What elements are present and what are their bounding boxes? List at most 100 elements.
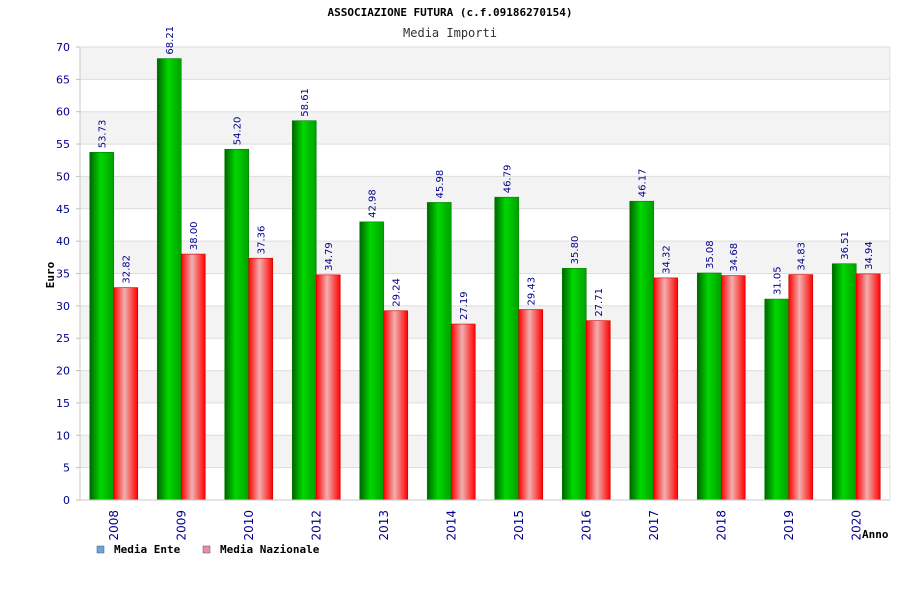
grid-band	[80, 79, 890, 112]
bar-media-nazionale	[248, 257, 274, 501]
bar-media-nazionale	[180, 253, 206, 501]
x-tick-label: 2017	[647, 510, 661, 541]
y-tick-label: 35	[56, 268, 70, 281]
bar-media-ente	[696, 272, 722, 501]
legend-swatch-media-nazionale	[202, 545, 211, 554]
gridlines	[76, 46, 890, 501]
x-tick-label: 2014	[444, 510, 458, 541]
grid-band	[80, 47, 890, 80]
data-label-media-nazionale: 34.79	[324, 242, 335, 271]
y-tick-label: 25	[56, 332, 70, 345]
grid-band	[80, 241, 890, 274]
bar-media-nazionale	[113, 287, 139, 501]
bar-media-ente	[629, 200, 655, 501]
y-tick-label: 30	[56, 300, 70, 313]
data-label-media-nazionale: 29.24	[392, 278, 403, 307]
bar-media-ente	[831, 263, 857, 501]
data-label-media-nazionale: 34.83	[797, 242, 808, 271]
grid-band	[80, 273, 890, 306]
y-tick-label: 55	[56, 138, 70, 151]
plot-background	[80, 47, 890, 500]
y-tick-label: 45	[56, 203, 70, 216]
grid-band	[80, 435, 890, 468]
data-label-media-nazionale: 37.36	[257, 226, 268, 255]
grid-band	[80, 144, 890, 177]
bar-media-ente	[359, 221, 385, 501]
x-tick-label: 2018	[714, 510, 728, 541]
chart-title: ASSOCIAZIONE FUTURA (c.f.09186270154)	[327, 6, 572, 19]
y-tick-labels: 0 5 10 15 20 25 30 35 40 45 50 55 60 65 70	[56, 41, 70, 507]
data-label-media-nazionale: 27.19	[459, 291, 470, 320]
bar-media-ente	[426, 202, 452, 501]
grid-band	[80, 402, 890, 436]
legend: Media Ente Media Nazionale	[96, 543, 320, 556]
y-tick-label: 10	[56, 429, 70, 442]
axes	[79, 47, 891, 501]
y-tick-label: 0	[63, 494, 70, 507]
legend-swatch-media-ente	[96, 545, 105, 554]
chart-subtitle: Media Importi	[403, 26, 497, 40]
data-label-media-ente: 35.08	[705, 240, 716, 269]
data-label-media-ente: 68.21	[165, 26, 176, 55]
bar-media-ente	[494, 196, 520, 501]
bar-media-ente	[224, 148, 250, 501]
y-tick-label: 40	[56, 235, 70, 248]
y-tick-label: 15	[56, 397, 70, 410]
x-tick-label: 2013	[377, 510, 391, 541]
data-label-media-nazionale: 29.43	[527, 277, 538, 306]
data-label-media-ente: 36.51	[840, 231, 851, 260]
bar-media-nazionale	[383, 310, 409, 501]
bar-media-nazionale	[518, 309, 544, 501]
y-tick-label: 5	[63, 462, 70, 475]
grid-band	[80, 208, 890, 242]
bar-media-nazionale	[585, 320, 611, 501]
bar-media-ente	[156, 58, 182, 501]
bar-media-nazionale	[788, 274, 814, 501]
bar-media-nazionale	[450, 323, 476, 501]
x-tick-label: 2009	[174, 510, 188, 541]
y-tick-label: 50	[56, 170, 70, 183]
data-label-media-ente: 53.73	[98, 120, 109, 149]
legend-label-media-nazionale: Media Nazionale	[220, 543, 320, 556]
data-label-media-ente: 46.17	[638, 169, 649, 198]
data-label-media-ente: 31.05	[773, 266, 784, 295]
x-tick-label: 2008	[107, 510, 121, 541]
y-tick-label: 60	[56, 106, 70, 119]
y-tick-label: 65	[56, 73, 70, 86]
data-labels: 53.73 32.82 68.21 38.00 54.20 37.36 58.61 34.79…	[98, 26, 876, 320]
x-tick-label: 2016	[579, 510, 593, 541]
data-label-media-nazionale: 34.68	[729, 243, 740, 272]
grid-band	[80, 338, 890, 371]
data-label-media-ente: 45.98	[435, 170, 446, 199]
x-axis-label: Anno	[862, 528, 889, 541]
x-tick-label: 2020	[849, 510, 863, 541]
grid-band	[80, 370, 890, 403]
grid-band	[80, 176, 890, 209]
bar-media-ente	[291, 120, 317, 501]
data-label-media-ente: 35.80	[570, 236, 581, 265]
grid-band	[80, 305, 890, 339]
data-label-media-nazionale: 34.94	[864, 241, 875, 270]
data-label-media-ente: 46.79	[503, 165, 514, 194]
x-tick-label: 2010	[242, 510, 256, 541]
x-tick-label: 2015	[512, 510, 526, 541]
bar-media-nazionale	[855, 273, 881, 501]
y-tick-label: 20	[56, 365, 70, 378]
bar-media-nazionale	[653, 277, 679, 501]
x-tick-labels: 2008 2009 2010 2012 2013 2014 2015 2016 2017 2018…	[107, 510, 864, 541]
data-label-media-nazionale: 32.82	[122, 255, 133, 284]
data-label-media-ente: 42.98	[368, 189, 379, 218]
y-tick-label: 70	[56, 41, 70, 54]
bar-media-ente	[561, 268, 587, 501]
data-label-media-nazionale: 38.00	[189, 221, 200, 250]
grid-band	[80, 111, 890, 145]
x-tick-label: 2019	[782, 510, 796, 541]
data-label-media-ente: 58.61	[300, 88, 311, 117]
bar-media-nazionale	[720, 275, 746, 501]
grid-band	[80, 467, 890, 500]
bars	[89, 58, 881, 501]
data-label-media-nazionale: 34.32	[662, 245, 673, 274]
bar-media-nazionale	[315, 274, 341, 501]
bar-media-ente	[89, 151, 115, 501]
